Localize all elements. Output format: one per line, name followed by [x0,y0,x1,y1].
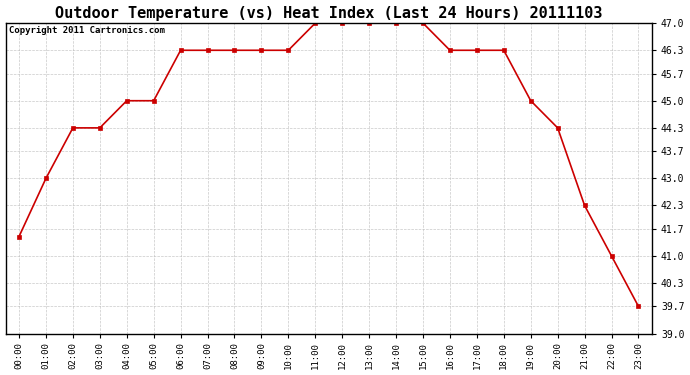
Title: Outdoor Temperature (vs) Heat Index (Last 24 Hours) 20111103: Outdoor Temperature (vs) Heat Index (Las… [55,6,602,21]
Text: Copyright 2011 Cartronics.com: Copyright 2011 Cartronics.com [9,26,165,35]
